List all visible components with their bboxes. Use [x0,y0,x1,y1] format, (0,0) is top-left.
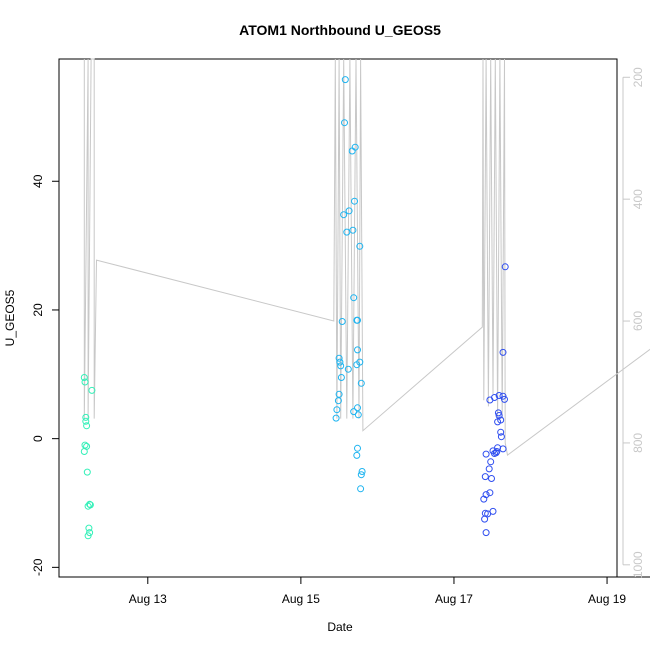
data-point [81,378,89,386]
x-tick-label: Aug 19 [588,592,626,606]
data-point [336,358,344,366]
data-point [485,465,493,473]
data-point [499,392,507,400]
data-point [86,501,94,509]
data-point [82,417,90,425]
chart-title: ATOM1 Northbound U_GEOS5 [239,22,441,38]
data-point [494,418,502,426]
data-point [354,346,361,354]
data-point [497,433,505,441]
data-point [486,396,494,404]
data-point [480,495,488,503]
series-0 [80,374,96,540]
data-point [354,316,361,324]
y-axis: -20 0 20 40 [31,174,60,576]
y-axis-label: U_GEOS5 [3,289,17,346]
data-point [86,529,94,537]
y-tick-label: 0 [31,435,45,442]
x-axis-label: Date [327,620,353,634]
data-point [341,119,348,127]
data-point [353,451,361,459]
data-points-layer [80,76,509,540]
data-point [499,348,507,356]
data-point [501,263,509,271]
data-point [356,358,364,366]
y-tick-label: -20 [31,558,45,576]
data-point [85,524,93,532]
data-point [340,211,348,219]
pressure-profile-line [83,58,650,456]
data-point [341,76,349,84]
data-point [351,197,358,205]
data-point [334,397,342,405]
data-point [350,408,358,416]
data-point [349,226,357,234]
series-1 [332,76,366,493]
data-point [83,422,91,430]
data-point [357,471,365,479]
y-tick-label: 20 [31,303,45,317]
data-point [335,354,343,362]
data-point [332,414,340,422]
data-point [354,404,361,412]
x-tick-label: Aug 13 [129,592,167,606]
right-pressure-axis: 200 400 600 800 1000 [622,67,645,578]
right-tick-label: 1000 [631,551,645,578]
data-point [482,529,490,537]
data-point [333,406,341,414]
y-tick-label: 40 [31,174,45,188]
right-tick-label: 800 [631,433,645,453]
data-point [337,374,345,381]
data-point [348,147,356,155]
data-point [487,458,495,466]
x-tick-label: Aug 17 [435,592,473,606]
series-2 [480,263,509,537]
data-point [495,412,503,419]
data-point [482,450,490,458]
data-point [343,228,351,236]
data-point [358,468,366,475]
data-point [495,392,503,399]
data-point [354,444,361,452]
data-point [492,449,500,457]
x-tick-label: Aug 15 [282,592,320,606]
data-point [356,242,364,250]
data-point [350,294,358,302]
data-point [88,386,96,394]
data-point [481,473,489,481]
data-point [486,489,494,497]
data-point [354,411,362,419]
data-point [481,515,489,523]
data-point [344,365,352,373]
data-point [484,510,492,518]
data-point [84,532,92,540]
data-point [83,468,91,476]
data-point [80,374,88,381]
data-point [338,318,346,325]
data-point [497,428,505,436]
right-tick-label: 200 [631,67,645,87]
data-point [345,207,353,215]
right-tick-label: 600 [631,311,645,331]
data-point [357,485,365,493]
data-point [86,500,94,508]
data-point [499,445,507,453]
data-point [337,362,345,370]
data-point [357,379,365,387]
pressure-profile-layer [83,58,650,456]
data-point [80,448,88,455]
data-point [488,475,495,482]
data-point [82,413,90,421]
data-point [501,395,508,403]
right-tick-label: 400 [631,189,645,209]
